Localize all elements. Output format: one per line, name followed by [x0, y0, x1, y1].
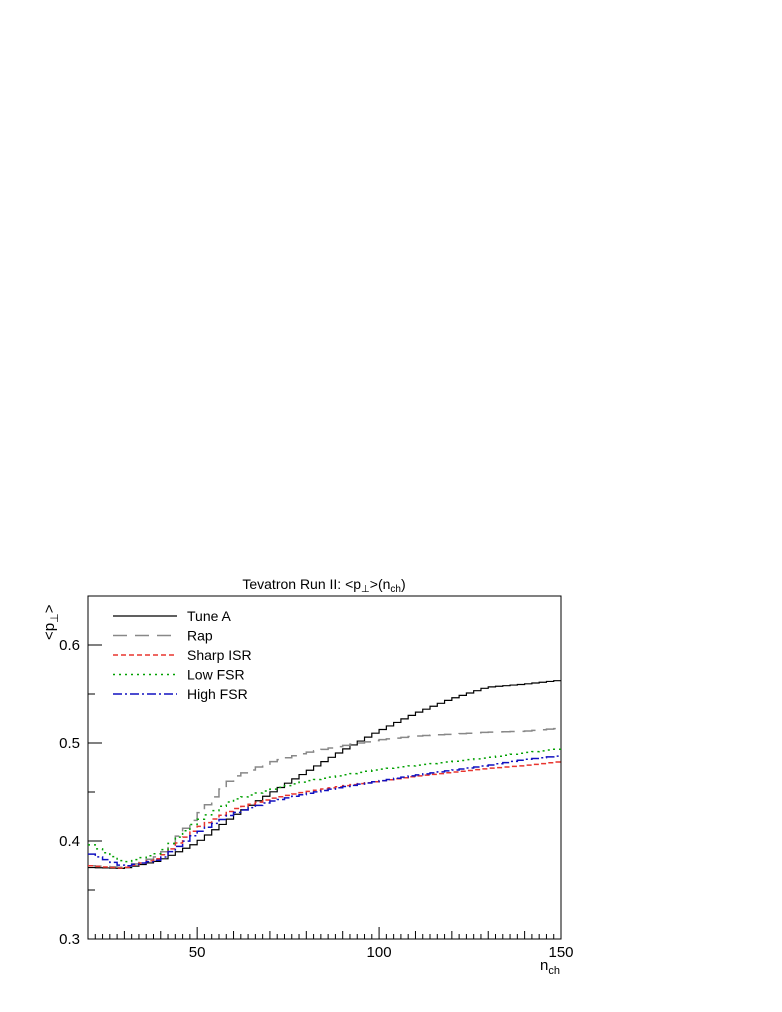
series-line-high-fsr — [88, 755, 561, 867]
y-tick-label: 0.5 — [59, 735, 80, 752]
series-line-rap — [88, 727, 561, 869]
series-line-low-fsr — [88, 748, 561, 863]
x-tick-label: 150 — [548, 944, 573, 961]
x-tick-label: 50 — [189, 944, 206, 961]
legend-label: Sharp ISR — [187, 647, 252, 663]
plot-frame — [87, 595, 562, 940]
legend-label: High FSR — [187, 686, 248, 702]
legend: Tune A Rap Sharp ISR Low FSR High FSR — [113, 608, 252, 702]
chart-title: Tevatron Run II: <p⊥>(nch) — [242, 576, 405, 595]
y-axis: 0.3 0.4 0.5 0.6 — [59, 595, 102, 948]
legend-label: Tune A — [187, 608, 232, 624]
legend-label: Rap — [187, 628, 213, 644]
series-layer — [88, 680, 561, 869]
x-axis: 50 100 150 — [87, 927, 574, 961]
y-tick-label: 0.4 — [59, 833, 80, 850]
y-tick-label: 0.3 — [59, 931, 80, 948]
y-axis-label: <p⊥> — [41, 604, 61, 640]
y-tick-label: 0.6 — [59, 637, 80, 654]
x-axis-label: nch — [540, 957, 560, 977]
x-tick-label: 100 — [367, 944, 392, 961]
legend-label: Low FSR — [187, 667, 245, 683]
plot-border — [87, 595, 562, 940]
series-line-tune-a — [88, 680, 561, 869]
